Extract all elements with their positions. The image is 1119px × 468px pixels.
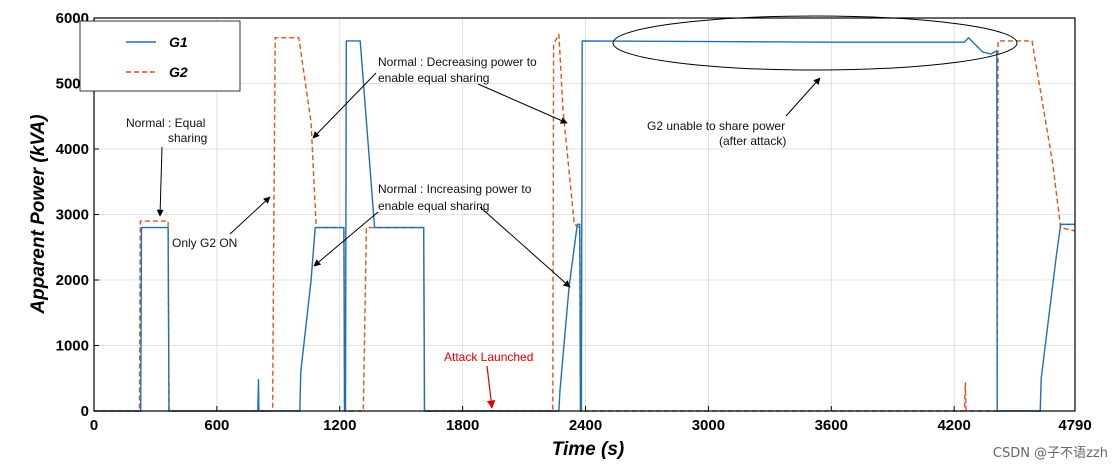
annotation-text: sharing xyxy=(168,131,207,145)
y-tick-label: 4000 xyxy=(56,141,89,158)
annotation-text: G2 unable to share power xyxy=(647,119,785,133)
annotation-arrow xyxy=(229,196,271,235)
y-tick-label: 3000 xyxy=(56,207,89,224)
x-tick-label: 4790 xyxy=(1058,417,1091,434)
annotation-only-g2-on: Only G2 ON xyxy=(172,196,271,250)
x-tick-label: 1200 xyxy=(323,417,356,434)
annotation-arrow xyxy=(479,206,571,288)
annotation-text: Only G2 ON xyxy=(172,236,237,250)
annotation-ellipse xyxy=(612,15,1018,71)
annotation-text: Normal : Equal xyxy=(126,116,205,130)
annotation-text: Normal : Decreasing power to xyxy=(378,55,537,69)
annotation-arrow xyxy=(156,146,164,217)
annotation-g2-unable: G2 unable to share power (after attack) xyxy=(647,77,821,148)
annotation-arrow xyxy=(313,211,379,267)
x-tick-label: 3600 xyxy=(815,417,848,434)
annotation-text: (after attack) xyxy=(719,134,786,148)
legend-box xyxy=(79,20,241,92)
y-axis-label: Apparent Power (kVA) xyxy=(28,114,49,314)
x-tick-label: 3000 xyxy=(692,417,725,434)
legend-label-g2: G2 xyxy=(169,64,188,80)
legend-label-g1: G1 xyxy=(169,34,188,50)
annotation-arrow xyxy=(486,365,496,409)
y-tick-label: 1000 xyxy=(56,338,89,355)
annotation-arrow xyxy=(312,72,377,139)
annotation-text: enable equal sharing xyxy=(378,71,489,85)
x-tick-label: 0 xyxy=(90,417,98,434)
series-line-g2 xyxy=(94,33,1076,412)
annotation-text: Attack Launched xyxy=(444,350,533,364)
ticks: 0 600 1200 1800 2400 3000 3600 4200 4790 0 1000 200… xyxy=(56,10,1092,434)
y-tick-label: 0 xyxy=(81,403,89,420)
x-tick-label: 600 xyxy=(204,417,229,434)
x-tick-label: 1800 xyxy=(446,417,479,434)
legend: G1 G2 xyxy=(79,20,241,92)
x-axis-label: Time (s) xyxy=(552,439,625,460)
annotation-arrow xyxy=(477,83,568,124)
annotation-equal-sharing: Normal : Equal sharing xyxy=(126,116,207,217)
series-layer xyxy=(94,33,1076,412)
x-tick-label: 4200 xyxy=(937,417,970,434)
annotation-arrow xyxy=(785,77,821,117)
annotation-attack-launched: Attack Launched xyxy=(444,350,533,409)
annotation-text: Normal : Increasing power to xyxy=(378,182,532,196)
watermark: CSDN @子不语zzh xyxy=(993,446,1108,461)
x-tick-label: 2400 xyxy=(569,417,602,434)
y-tick-label: 2000 xyxy=(56,272,89,289)
annotation-text: enable equal sharing xyxy=(378,199,489,213)
annotation-increasing: Normal : Increasing power to enable equa… xyxy=(313,182,571,288)
grid xyxy=(94,18,1075,411)
annotation-decreasing: Normal : Decreasing power to enable equa… xyxy=(312,55,568,139)
